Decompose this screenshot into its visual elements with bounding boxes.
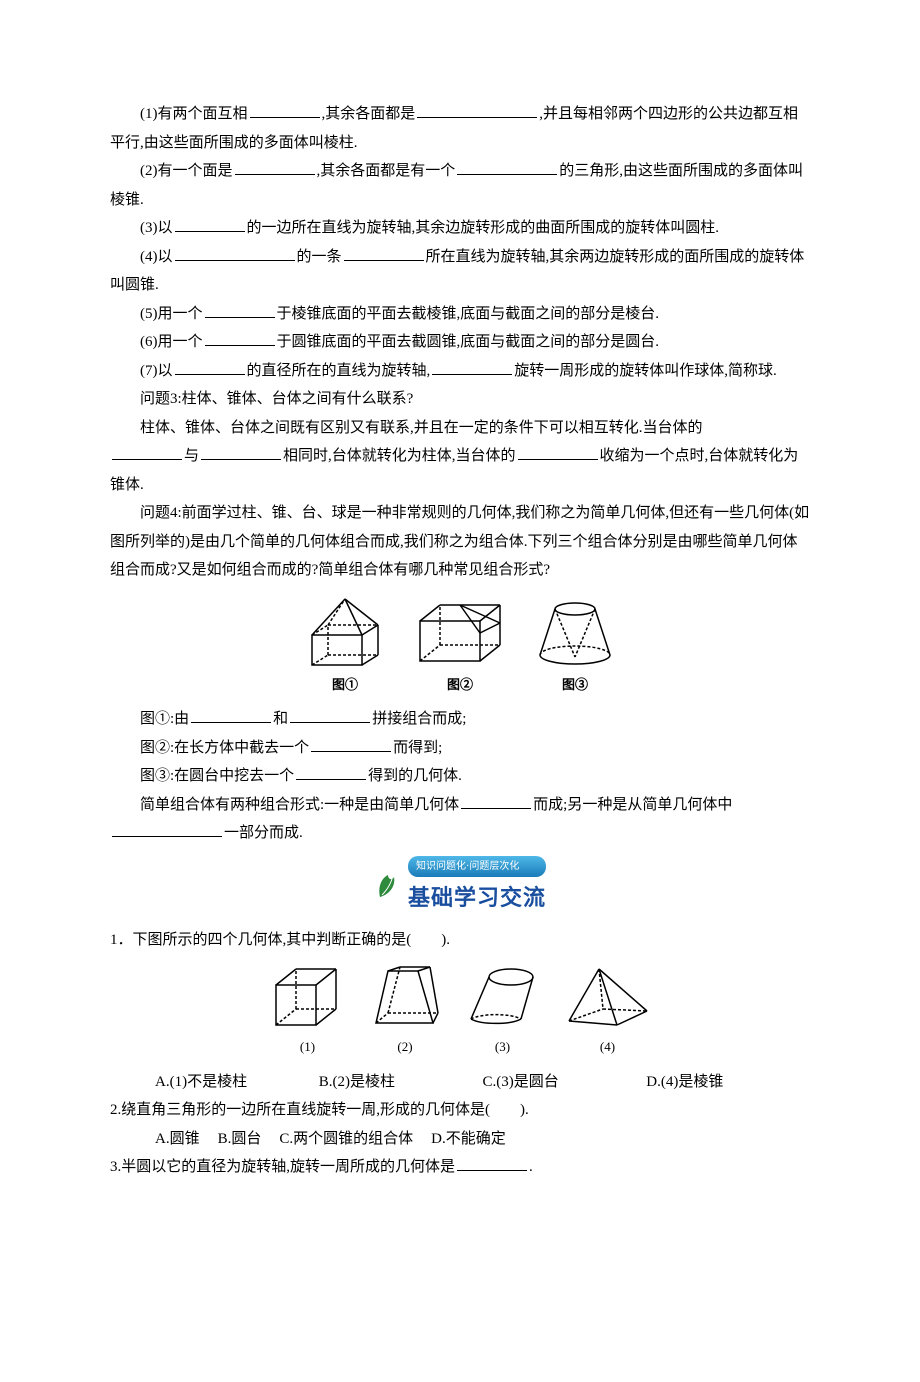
blank (457, 160, 557, 175)
option-a: A.(1)不是棱柱 (155, 1068, 319, 1097)
blank (175, 360, 245, 375)
figure-row-1: 图① 图② (110, 593, 810, 698)
blank (175, 217, 245, 232)
text: 旋转一周形成的旋转体叫作球体,简称球. (514, 363, 777, 379)
ex1-fig-3: (3) (463, 963, 543, 1060)
text: (3)以 (140, 220, 173, 236)
ex1-fig-4: (4) (563, 963, 653, 1060)
banner-title: 基础学习交流 (408, 877, 546, 919)
figure-1: 图① (300, 593, 390, 698)
exercise-1-stem: 1．下图所示的四个几何体,其中判断正确的是( ). (110, 926, 810, 955)
blank (457, 1156, 527, 1171)
blank (112, 822, 222, 837)
definition-4: (4)以的一条所在直线为旋转轴,其余两边旋转形成的面所围成的旋转体叫圆锥. (110, 243, 810, 300)
text: ,其余各面都是 (322, 106, 416, 122)
blank (290, 708, 370, 723)
definition-6: (6)用一个 于圆锥底面的平面去截圆锥,底面与截面之间的部分是圆台. (110, 328, 810, 357)
text: 和 (273, 711, 288, 727)
ex1-fig-4-label: (4) (563, 1035, 653, 1060)
text: 柱体、锥体、台体之间既有区别又有联系,并且在一定的条件下可以相互转化.当台体的 (140, 420, 703, 436)
text: 的一条 (297, 249, 342, 265)
blank (311, 737, 391, 752)
blank (344, 246, 424, 261)
definition-2: (2)有一个面是,其余各面都是有一个的三角形,由这些面所围成的多面体叫棱锥. (110, 157, 810, 214)
option-c: C.(3)是圆台 (483, 1068, 647, 1097)
blank (235, 160, 315, 175)
ex1-fig-2-label: (2) (368, 1035, 443, 1060)
text: 图①:由 (140, 711, 189, 727)
q4-line-3: 图③:在圆台中挖去一个 得到的几何体. (110, 762, 810, 791)
text: (7)以 (140, 363, 173, 379)
blank (205, 303, 275, 318)
text: . (529, 1159, 533, 1175)
exercise-2-stem: 2.绕直角三角形的一边所在直线旋转一周,形成的几何体是( ). (110, 1096, 810, 1125)
option-a: A.圆锥 (155, 1125, 200, 1154)
blank (201, 445, 281, 460)
ex1-fig-1: (1) (268, 963, 348, 1060)
text: 而成;另一种是从简单几何体中 (533, 797, 732, 813)
text: (1)有两个面互相 (140, 106, 248, 122)
figure-3: 图③ (530, 593, 620, 698)
question-4-title: 问题4:前面学过柱、锥、台、球是一种非常规则的几何体,我们称之为简单几何体,但还… (110, 499, 810, 585)
question-3-body: 柱体、锥体、台体之间既有区别又有联系,并且在一定的条件下可以相互转化.当台体的与… (110, 414, 810, 500)
text: 于圆锥底面的平面去截圆锥,底面与截面之间的部分是圆台. (277, 334, 660, 350)
text: 相同时,台体就转化为柱体,当台体的 (283, 448, 516, 464)
figure-3-label: 图③ (530, 673, 620, 698)
ex1-fig-1-label: (1) (268, 1035, 348, 1060)
blank (296, 765, 366, 780)
text: 一部分而成. (224, 825, 303, 841)
text: 图③:在圆台中挖去一个 (140, 768, 294, 784)
option-d: D.(4)是棱锥 (646, 1068, 810, 1097)
text: 于棱锥底面的平面去截棱锥,底面与截面之间的部分是棱台. (277, 306, 660, 322)
exercise-1-options: A.(1)不是棱柱 B.(2)是棱柱 C.(3)是圆台 D.(4)是棱锥 (110, 1068, 810, 1097)
text: 的直径所在的直线为旋转轴, (247, 363, 431, 379)
blank (191, 708, 271, 723)
text: 得到的几何体. (368, 768, 462, 784)
q4-line-2: 图②:在长方体中截去一个 而得到; (110, 734, 810, 763)
blank (112, 445, 182, 460)
definition-3: (3)以 的一边所在直线为旋转轴,其余边旋转形成的曲面所围成的旋转体叫圆柱. (110, 214, 810, 243)
blank (432, 360, 512, 375)
blank (518, 445, 598, 460)
text: 拼接组合而成; (372, 711, 466, 727)
text: (6)用一个 (140, 334, 203, 350)
definition-7: (7)以 的直径所在的直线为旋转轴, 旋转一周形成的旋转体叫作球体,简称球. (110, 357, 810, 386)
banner-tag: 知识问题化·问题层次化 (408, 856, 546, 877)
blank (417, 103, 537, 118)
option-b: B.圆台 (218, 1125, 262, 1154)
figure-2: 图② (410, 593, 510, 698)
option-c: C.两个圆锥的组合体 (279, 1125, 413, 1154)
blank (461, 794, 531, 809)
figure-2-label: 图② (410, 673, 510, 698)
text: 与 (184, 448, 199, 464)
text: (2)有一个面是 (140, 163, 233, 179)
text: 简单组合体有两种组合形式:一种是由简单几何体 (140, 797, 459, 813)
figure-1-label: 图① (300, 673, 390, 698)
text: 图②:在长方体中截去一个 (140, 740, 309, 756)
ex1-fig-2: (2) (368, 963, 443, 1060)
exercise-2-options: A.圆锥 B.圆台 C.两个圆锥的组合体 D.不能确定 (110, 1125, 810, 1154)
text: 而得到; (393, 740, 442, 756)
figure-row-2: (1) (2) (110, 963, 810, 1060)
blank (175, 246, 295, 261)
definition-5: (5)用一个 于棱锥底面的平面去截棱锥,底面与截面之间的部分是棱台. (110, 300, 810, 329)
blank (205, 331, 275, 346)
option-b: B.(2)是棱柱 (319, 1068, 483, 1097)
q4-line-4: 简单组合体有两种组合形式:一种是由简单几何体 而成;另一种是从简单几何体中一部分而… (110, 791, 810, 848)
q4-line-1: 图①:由 和 拼接组合而成; (110, 705, 810, 734)
text: 3.半圆以它的直径为旋转轴,旋转一周所成的几何体是 (110, 1159, 455, 1175)
definition-1: (1)有两个面互相,其余各面都是,并且每相邻两个四边形的公共边都互相平行,由这些… (110, 100, 810, 157)
text: ,其余各面都是有一个 (317, 163, 456, 179)
question-3-title: 问题3:柱体、锥体、台体之间有什么联系? (110, 385, 810, 414)
leaf-icon (374, 873, 402, 901)
section-banner: 知识问题化·问题层次化 基础学习交流 (110, 856, 810, 919)
ex1-fig-3-label: (3) (463, 1035, 543, 1060)
exercise-3-stem: 3.半圆以它的直径为旋转轴,旋转一周所成的几何体是. (110, 1153, 810, 1182)
option-d: D.不能确定 (431, 1125, 506, 1154)
text: (4)以 (140, 249, 173, 265)
blank (250, 103, 320, 118)
text: (5)用一个 (140, 306, 203, 322)
text: 的一边所在直线为旋转轴,其余边旋转形成的曲面所围成的旋转体叫圆柱. (247, 220, 720, 236)
